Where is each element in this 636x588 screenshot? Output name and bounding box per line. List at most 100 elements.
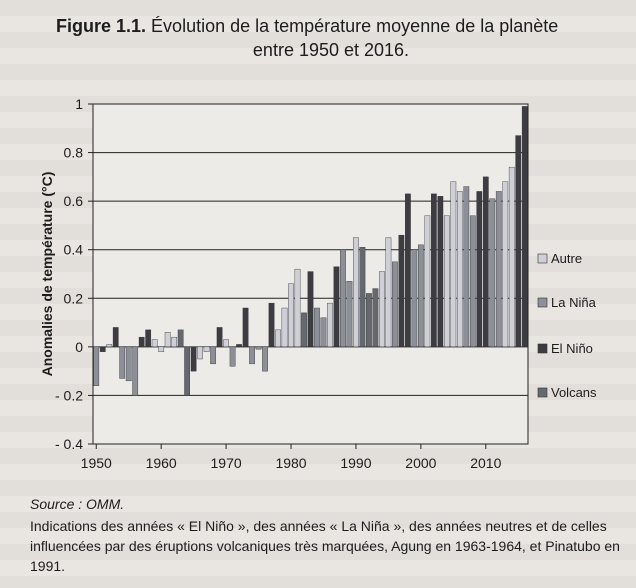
legend-swatch: [537, 297, 548, 308]
bar-2008: [469, 215, 476, 348]
bar-1985: [320, 317, 327, 348]
y-tick-label: 0.8: [64, 145, 84, 161]
legend-swatch: [537, 253, 548, 264]
x-tick-label: 1980: [275, 455, 306, 471]
bar-2015: [515, 135, 522, 348]
legend-label: El Niño: [551, 341, 593, 356]
y-tick-label: 0.6: [64, 193, 84, 209]
legend-swatch: [537, 343, 548, 354]
bar-1991: [359, 247, 366, 348]
bar-1976: [262, 346, 268, 372]
bar-2005: [450, 181, 457, 348]
bar-1986: [327, 302, 333, 348]
bar-2010: [482, 176, 489, 348]
legend-swatch: [537, 387, 548, 398]
y-tick-label: 0.4: [64, 242, 84, 258]
bar-2006: [456, 191, 463, 348]
bar-1972: [236, 344, 242, 348]
y-tick-label: - 0.2: [55, 387, 83, 403]
y-axis-label: Anomalies de température (°C): [39, 172, 55, 377]
bar-2002: [431, 193, 437, 348]
x-tick-label: 2000: [405, 455, 436, 471]
bar-1951: [99, 346, 106, 352]
bar-1958: [145, 329, 152, 348]
x-tick-label: 1990: [340, 455, 371, 471]
bar-2001: [424, 215, 431, 348]
bar-1959: [151, 339, 158, 348]
bar-1983: [307, 271, 314, 348]
bar-1973: [242, 307, 249, 348]
bar-2012: [495, 191, 502, 348]
bar-1964: [184, 346, 190, 396]
bar-1956: [132, 346, 139, 396]
bar-1960: [158, 346, 165, 352]
bar-1970: [223, 339, 229, 348]
bar-1999: [411, 249, 418, 348]
bar-1988: [340, 249, 346, 348]
bar-2014: [508, 166, 515, 348]
bar-1953: [112, 327, 119, 348]
caption-source: Source : OMM.: [30, 496, 125, 512]
bar-1957: [138, 336, 145, 348]
figure-label: Figure 1.1.: [56, 16, 147, 36]
figure-caption: Source : OMM. Indications des années « E…: [30, 494, 620, 576]
bar-1996: [392, 261, 398, 348]
bar-1994: [379, 271, 385, 348]
bar-1990: [353, 237, 359, 348]
bar-2000: [418, 244, 424, 348]
x-tick-label: 1960: [146, 455, 177, 471]
bar-1971: [229, 346, 236, 367]
bar-1950: [93, 346, 100, 386]
bar-1961: [164, 332, 171, 348]
bar-1966: [197, 346, 203, 360]
bar-2007: [463, 186, 470, 348]
y-tick-label: 0.2: [64, 290, 84, 306]
bar-1975: [255, 346, 262, 350]
bar-1968: [210, 346, 216, 365]
bar-1978: [275, 329, 281, 348]
bar-2004: [443, 215, 450, 348]
bar-2003: [437, 196, 444, 348]
bar-1995: [385, 237, 392, 348]
bar-1984: [314, 307, 320, 348]
temperature-anomaly-chart: 1 0.8 0.6 0.4 0.2 0 - 0.2 - 0.4 1950 1960 1970 1980…: [39, 96, 597, 471]
bar-1962: [171, 336, 178, 348]
y-tick-label: 1: [75, 96, 83, 112]
bar-1997: [398, 234, 405, 348]
x-tick-label: 1950: [81, 455, 112, 471]
bar-1969: [216, 327, 223, 348]
legend-label: La Niña: [551, 295, 597, 310]
bar-2013: [502, 181, 509, 348]
figure-title: Figure 1.1. Évolution de la température …: [56, 14, 576, 62]
bar-1974: [249, 346, 255, 365]
bar-1993: [372, 288, 379, 348]
figure-title-line1: Évolution de la température moyenne de l…: [151, 16, 559, 36]
bar-1980: [288, 283, 294, 348]
y-tick-label: - 0.4: [55, 436, 83, 452]
caption-note: Indications des années « El Niño », des …: [30, 518, 620, 574]
bar-2009: [476, 191, 483, 348]
y-tick-label: 0: [75, 339, 83, 355]
bar-1952: [106, 344, 113, 348]
bar-2016: [521, 106, 528, 348]
bar-1987: [333, 266, 340, 348]
x-tick-label: 2010: [470, 455, 501, 471]
bar-1955: [125, 346, 132, 382]
figure-title-line2: entre 1950 et 2016.: [252, 40, 410, 60]
bar-1954: [119, 346, 126, 379]
bar-1989: [346, 281, 353, 348]
x-tick-label: 1970: [211, 455, 242, 471]
bar-1981: [294, 268, 301, 348]
bar-1965: [190, 346, 197, 372]
legend-label: Volcans: [551, 385, 597, 400]
bar-1963: [177, 329, 184, 348]
legend-label: Autre: [551, 251, 582, 266]
bar-1982: [301, 312, 307, 348]
bar-1967: [203, 346, 210, 352]
bar-1992: [366, 293, 372, 348]
bar-1977: [268, 302, 275, 348]
bar-1998: [405, 193, 411, 348]
plot-frame: [92, 103, 529, 445]
bar-2011: [489, 198, 496, 348]
bar-1979: [281, 307, 288, 348]
